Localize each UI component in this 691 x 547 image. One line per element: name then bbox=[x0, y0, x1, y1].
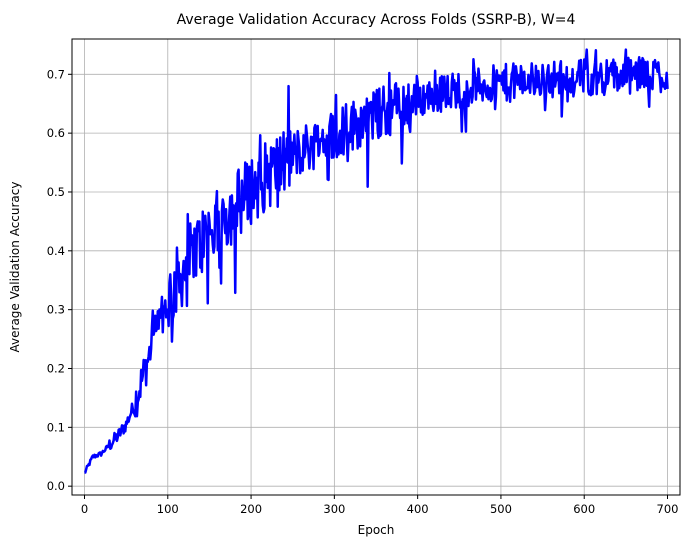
plot-frame bbox=[71, 38, 681, 496]
x-tick-label: 100 bbox=[157, 502, 179, 516]
x-axis-title: Epoch bbox=[358, 523, 395, 537]
y-tick-label: 0.2 bbox=[47, 361, 65, 375]
x-tick-label: 300 bbox=[323, 502, 345, 516]
chart-title: Average Validation Accuracy Across Folds… bbox=[177, 12, 576, 28]
x-tick-label: 700 bbox=[657, 502, 679, 516]
y-tick-label: 0.1 bbox=[47, 420, 65, 434]
y-tick-label: 0.0 bbox=[47, 479, 65, 493]
y-tick-label: 0.3 bbox=[47, 303, 65, 317]
ticks: 0 100 200 300 400 500 600 700 0.0 0.1 0.2 0.3 0.4 0.5… bbox=[47, 67, 679, 516]
accuracy-line bbox=[84, 48, 669, 474]
x-tick-label: 500 bbox=[490, 502, 512, 516]
x-tick-label: 600 bbox=[573, 502, 595, 516]
y-tick-label: 0.6 bbox=[47, 126, 65, 140]
y-tick-label: 0.5 bbox=[47, 185, 65, 199]
x-tick-label: 200 bbox=[240, 502, 262, 516]
y-tick-label: 0.4 bbox=[47, 244, 65, 258]
x-tick-label: 400 bbox=[407, 502, 429, 516]
data-line-layer bbox=[84, 48, 669, 474]
x-tick-label: 0 bbox=[81, 502, 88, 516]
y-axis-title: Average Validation Accuracy bbox=[8, 182, 22, 353]
y-tick-label: 0.7 bbox=[47, 67, 65, 81]
